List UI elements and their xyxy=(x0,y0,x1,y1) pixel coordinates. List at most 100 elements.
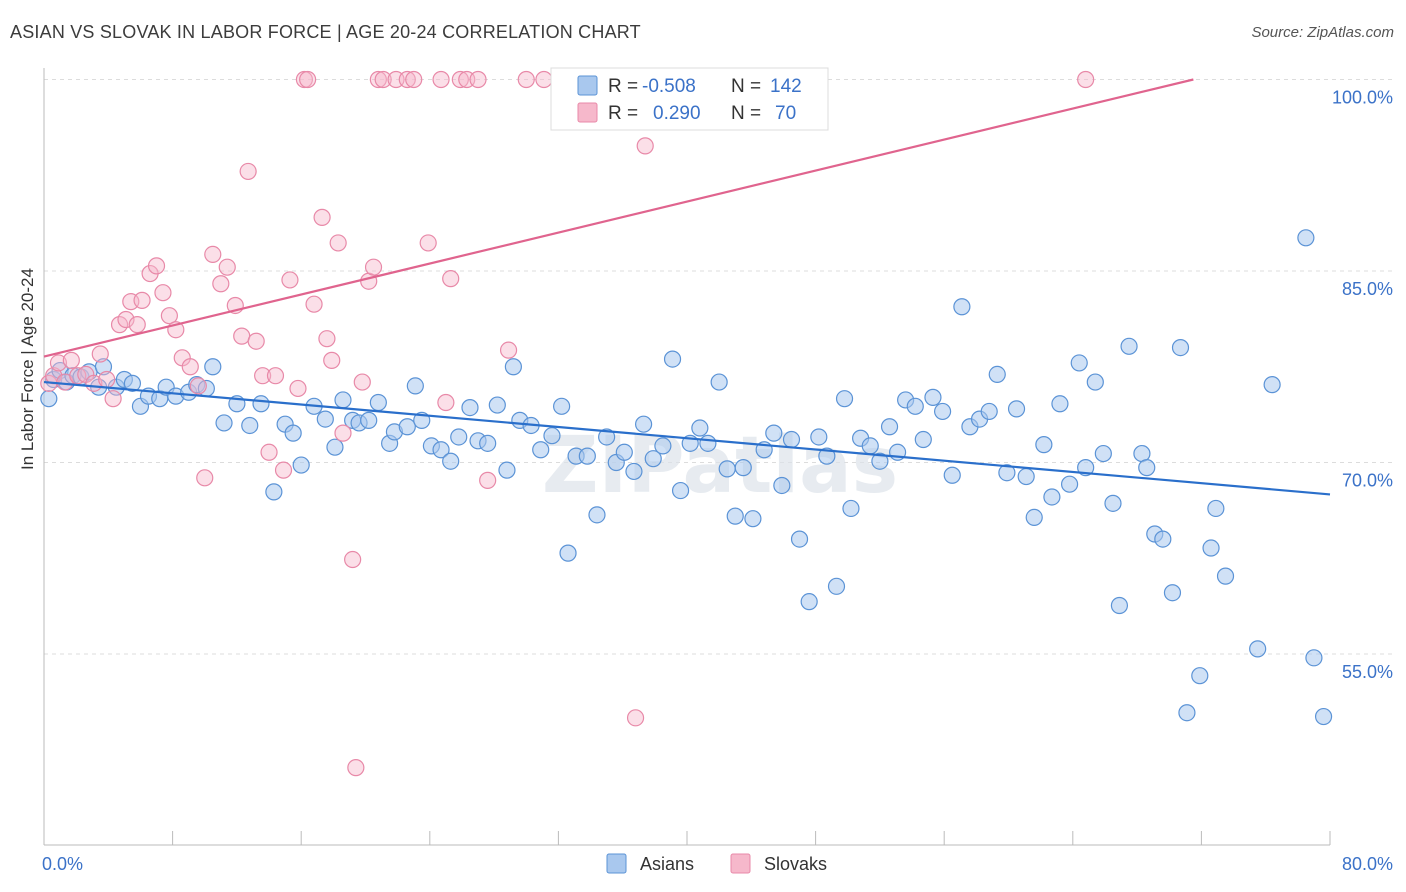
x-tick-label: 0.0% xyxy=(42,854,83,874)
data-point-asians xyxy=(1314,707,1333,726)
data-point-slovaks xyxy=(535,70,553,89)
data-point-asians xyxy=(988,365,1006,384)
data-point-slovaks xyxy=(49,354,68,372)
data-point-slovaks xyxy=(247,332,265,350)
data-point-slovaks xyxy=(274,461,293,479)
data-point-slovaks xyxy=(239,162,257,181)
data-point-asians xyxy=(1017,467,1035,486)
bottom-legend: Asians Slovaks xyxy=(606,853,827,874)
legend-r-label: R = xyxy=(608,103,638,124)
data-point-slovaks xyxy=(289,379,307,398)
data-point-asians xyxy=(123,374,142,392)
legend-n-value: 142 xyxy=(770,76,802,97)
data-point-asians xyxy=(671,481,690,500)
data-point-asians xyxy=(360,411,378,429)
chart-title: ASIAN VS SLOVAK IN LABOR FORCE | AGE 20-… xyxy=(10,22,641,42)
data-point-slovaks xyxy=(318,330,336,348)
data-point-asians xyxy=(906,397,924,415)
data-point-slovaks xyxy=(91,345,109,363)
data-point-slovaks xyxy=(636,137,654,155)
data-point-slovaks xyxy=(374,70,392,89)
data-point-asians xyxy=(461,399,479,417)
data-point-slovaks xyxy=(189,377,207,395)
data-point-slovaks xyxy=(281,271,299,289)
data-point-asians xyxy=(835,390,854,408)
y-tick-label: 55.0% xyxy=(1342,662,1393,682)
data-point-slovaks xyxy=(204,245,222,264)
bottom-legend-swatch-slovaks xyxy=(730,853,751,874)
data-point-asians xyxy=(615,443,633,461)
data-point-asians xyxy=(914,430,932,449)
data-point-asians xyxy=(1163,584,1182,602)
data-point-slovaks xyxy=(323,351,341,369)
bottom-legend-slovaks: Slovaks xyxy=(764,854,827,874)
x-tick-labels: 0.0% 80.0% xyxy=(42,854,1393,874)
data-point-slovaks xyxy=(626,709,645,727)
data-point-asians xyxy=(818,447,836,465)
data-point-asians xyxy=(265,483,283,501)
data-point-asians xyxy=(1178,704,1196,722)
data-point-asians xyxy=(710,373,728,391)
data-point-asians xyxy=(543,427,561,445)
legend-n-label: N = xyxy=(731,76,761,97)
data-point-slovaks xyxy=(451,70,469,89)
data-point-asians xyxy=(800,593,818,611)
data-point-slovaks xyxy=(469,70,487,89)
data-point-asians xyxy=(953,298,971,316)
data-point-asians xyxy=(1249,640,1267,658)
data-point-asians xyxy=(553,397,571,415)
data-point-asians xyxy=(1025,508,1043,526)
data-point-asians xyxy=(406,377,424,395)
data-point-slovaks xyxy=(254,367,272,385)
data-point-slovaks xyxy=(344,550,362,569)
data-point-slovaks xyxy=(313,208,331,226)
data-point-slovaks xyxy=(128,316,146,334)
data-point-asians xyxy=(634,415,653,433)
data-point-slovaks xyxy=(233,327,251,345)
x-tick-label: 80.0% xyxy=(1342,854,1393,874)
data-point-asians xyxy=(369,393,387,412)
data-point-asians xyxy=(691,419,709,437)
data-point-asians xyxy=(94,358,113,376)
data-point-asians xyxy=(1216,567,1235,585)
data-point-slovaks xyxy=(160,307,178,325)
data-point-asians xyxy=(1263,376,1281,394)
data-point-asians xyxy=(663,350,682,368)
data-point-asians xyxy=(1051,395,1069,413)
data-point-asians xyxy=(578,447,596,465)
data-point-asians xyxy=(204,358,222,376)
data-point-asians xyxy=(880,418,899,436)
data-point-asians xyxy=(933,402,952,421)
data-point-slovaks xyxy=(212,275,230,293)
data-point-asians xyxy=(498,461,516,479)
data-point-asians xyxy=(1070,354,1088,372)
data-point-asians xyxy=(215,414,233,432)
data-point-asians xyxy=(718,460,736,478)
data-point-asians xyxy=(980,402,998,421)
data-point-slovaks xyxy=(405,70,423,89)
data-point-slovaks xyxy=(432,70,450,89)
data-point-slovaks xyxy=(1077,70,1095,89)
legend-n-value: 70 xyxy=(775,103,796,124)
data-point-asians xyxy=(442,452,460,470)
data-point-slovaks xyxy=(353,373,371,391)
data-point-asians xyxy=(1035,436,1053,454)
data-point-slovaks xyxy=(369,70,387,89)
data-point-asians xyxy=(1138,459,1156,477)
data-point-slovaks xyxy=(517,70,535,89)
bottom-legend-asians: Asians xyxy=(640,854,694,874)
data-point-slovaks xyxy=(347,759,365,777)
data-point-asians xyxy=(1297,229,1315,247)
data-point-asians xyxy=(598,428,616,446)
axes xyxy=(43,68,1331,846)
trend-lines xyxy=(43,78,1331,496)
data-point-asians xyxy=(765,424,783,442)
data-point-asians xyxy=(1110,596,1129,615)
data-point-asians xyxy=(1007,400,1026,418)
series-asians xyxy=(40,229,1333,726)
data-point-asians xyxy=(699,434,717,452)
y-tick-label: 85.0% xyxy=(1342,279,1393,299)
data-point-slovaks xyxy=(154,284,172,302)
data-point-asians xyxy=(1305,649,1323,667)
